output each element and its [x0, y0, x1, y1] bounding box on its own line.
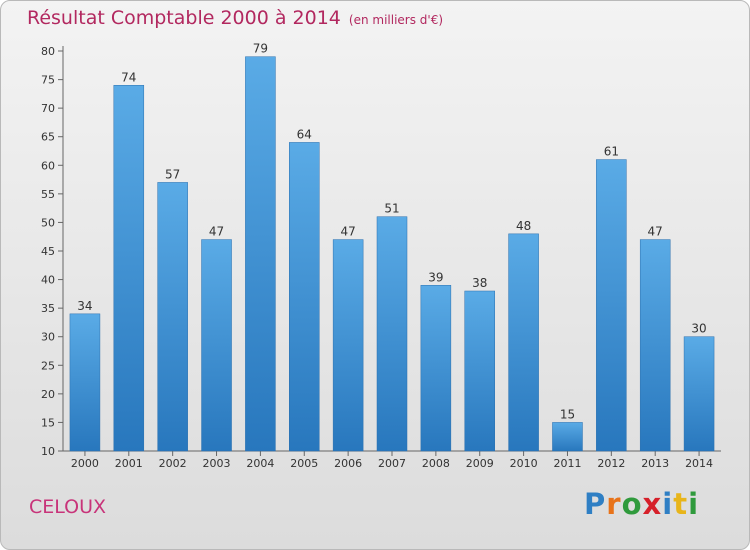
bar-value-label: 39	[428, 270, 443, 284]
y-tick-label: 65	[41, 131, 55, 144]
x-tick-label: 2008	[422, 457, 450, 470]
bar-value-label: 47	[340, 225, 355, 239]
chart-title: Résultat Comptable 2000 à 2014	[27, 7, 341, 29]
y-tick-label: 30	[41, 331, 55, 344]
bar-value-label: 30	[691, 322, 706, 336]
bar	[332, 239, 364, 452]
bar-value-label: 48	[516, 219, 531, 233]
y-tick-label: 55	[41, 188, 55, 201]
bar-value-label: 51	[384, 202, 399, 216]
bar	[683, 336, 715, 452]
bar	[376, 216, 408, 452]
bar-value-label: 79	[253, 42, 268, 56]
x-tick-label: 2004	[246, 457, 274, 470]
bar	[464, 290, 495, 452]
bar-value-label: 57	[165, 167, 180, 181]
bar	[552, 422, 583, 452]
bar-value-label: 61	[604, 145, 619, 159]
y-tick-label: 60	[41, 159, 55, 172]
bar-value-label: 34	[77, 299, 92, 313]
x-tick-label: 2005	[290, 457, 318, 470]
logo-letter: o	[621, 487, 643, 521]
logo-letter: t	[673, 487, 689, 521]
x-tick-label: 2011	[553, 457, 581, 470]
logo-letter: P	[584, 487, 607, 521]
x-tick-label: 2001	[115, 457, 143, 470]
x-tick-label: 2003	[203, 457, 231, 470]
y-tick-label: 75	[41, 74, 55, 87]
x-tick-label: 2002	[159, 457, 187, 470]
bar	[201, 239, 232, 452]
y-tick-label: 25	[41, 359, 55, 372]
bar-value-label: 15	[560, 407, 575, 421]
logo-letter: x	[642, 487, 663, 521]
proxiti-logo: Proxiti	[584, 487, 699, 521]
bar	[157, 182, 188, 452]
bar-value-label: 47	[209, 225, 224, 239]
bar	[289, 142, 320, 452]
y-tick-label: 80	[41, 45, 55, 58]
y-tick-label: 20	[41, 388, 55, 401]
bar-value-label: 64	[297, 127, 312, 141]
y-tick-label: 35	[41, 302, 55, 315]
bar	[69, 313, 101, 452]
y-tick-label: 45	[41, 245, 55, 258]
bar	[508, 233, 539, 452]
bar	[639, 239, 671, 452]
x-tick-label: 2014	[685, 457, 713, 470]
y-tick-label: 50	[41, 216, 55, 229]
x-tick-label: 2013	[641, 457, 669, 470]
x-tick-label: 2010	[510, 457, 538, 470]
bar-value-label: 74	[121, 70, 136, 84]
bar	[420, 285, 452, 452]
bar-value-label: 38	[472, 276, 487, 290]
y-tick-label: 40	[41, 274, 55, 287]
y-tick-label: 10	[41, 445, 55, 458]
bar	[245, 56, 276, 452]
commune-name: CELOUX	[29, 496, 107, 518]
x-tick-label: 2012	[597, 457, 625, 470]
chart-subtitle: (en milliers d'€)	[348, 13, 444, 27]
chart-title-block: Résultat Comptable 2000 à 2014 (en millie…	[27, 7, 443, 29]
bar	[596, 159, 627, 452]
bar	[113, 85, 145, 452]
logo-letter: r	[606, 487, 622, 521]
x-tick-label: 2006	[334, 457, 362, 470]
x-tick-label: 2000	[71, 457, 99, 470]
logo-letter: i	[662, 487, 674, 521]
logo-letter: i	[688, 487, 700, 521]
x-tick-label: 2007	[378, 457, 406, 470]
y-tick-label: 70	[41, 102, 55, 115]
x-tick-label: 2009	[466, 457, 494, 470]
y-tick-label: 15	[41, 416, 55, 429]
bar-value-label: 47	[648, 225, 663, 239]
